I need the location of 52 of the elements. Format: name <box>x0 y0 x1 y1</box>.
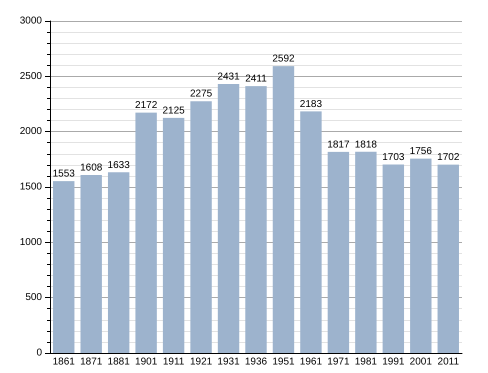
y-tick-label: 2500 <box>20 70 42 82</box>
y-tick-label: 2000 <box>20 126 42 138</box>
bar <box>328 152 350 353</box>
data-label: 2183 <box>300 98 322 110</box>
data-label: 2592 <box>272 54 296 65</box>
bar <box>272 66 294 353</box>
x-tick-label: 1901 <box>135 356 158 368</box>
x-tick-label: 1881 <box>108 356 130 368</box>
data-label: 1633 <box>108 160 130 171</box>
bar <box>162 118 184 353</box>
bar <box>80 175 102 353</box>
data-label: 1817 <box>327 139 350 150</box>
y-tick-label: 500 <box>25 292 42 304</box>
x-tick-label: 1991 <box>382 356 405 368</box>
data-label: 1702 <box>437 152 460 164</box>
x-tick-label: 1936 <box>244 356 268 368</box>
bar <box>245 86 267 353</box>
bar <box>218 84 240 353</box>
data-label: 2275 <box>190 88 213 100</box>
data-label: 2431 <box>217 71 240 82</box>
x-tick-label: 1971 <box>327 356 350 368</box>
bar <box>53 181 74 353</box>
x-tick-label: 1981 <box>354 356 378 368</box>
data-label: 1756 <box>410 146 432 158</box>
y-tick-label: 1000 <box>20 236 42 248</box>
y-tick-label: 1500 <box>20 182 42 192</box>
x-tick-label: 1961 <box>300 356 322 368</box>
bar <box>410 158 432 353</box>
x-tick-label: 1911 <box>162 356 185 368</box>
bar <box>108 172 130 353</box>
data-label: 2172 <box>135 100 158 112</box>
y-tick-label: 3000 <box>20 16 42 26</box>
data-label: 1818 <box>354 139 378 150</box>
x-tick-label: 1921 <box>190 356 213 368</box>
x-tick-label: 1951 <box>272 356 296 368</box>
bar <box>190 101 212 353</box>
bar <box>382 164 404 353</box>
x-tick-label: 1871 <box>80 356 103 368</box>
y-tick-label: 0 <box>36 348 42 358</box>
bar <box>135 112 157 353</box>
data-label: 2411 <box>245 74 268 85</box>
x-tick-label: 2011 <box>438 356 460 368</box>
data-label: 1703 <box>382 152 405 164</box>
x-tick-label: 1861 <box>52 356 76 368</box>
x-tick-label: 2001 <box>410 356 432 368</box>
data-label: 1553 <box>52 168 76 180</box>
data-label: 2125 <box>162 105 186 116</box>
bar <box>300 111 322 353</box>
bar <box>355 152 377 353</box>
x-tick-label: 1931 <box>217 356 240 368</box>
bar <box>438 164 459 353</box>
data-label: 1608 <box>80 162 103 174</box>
